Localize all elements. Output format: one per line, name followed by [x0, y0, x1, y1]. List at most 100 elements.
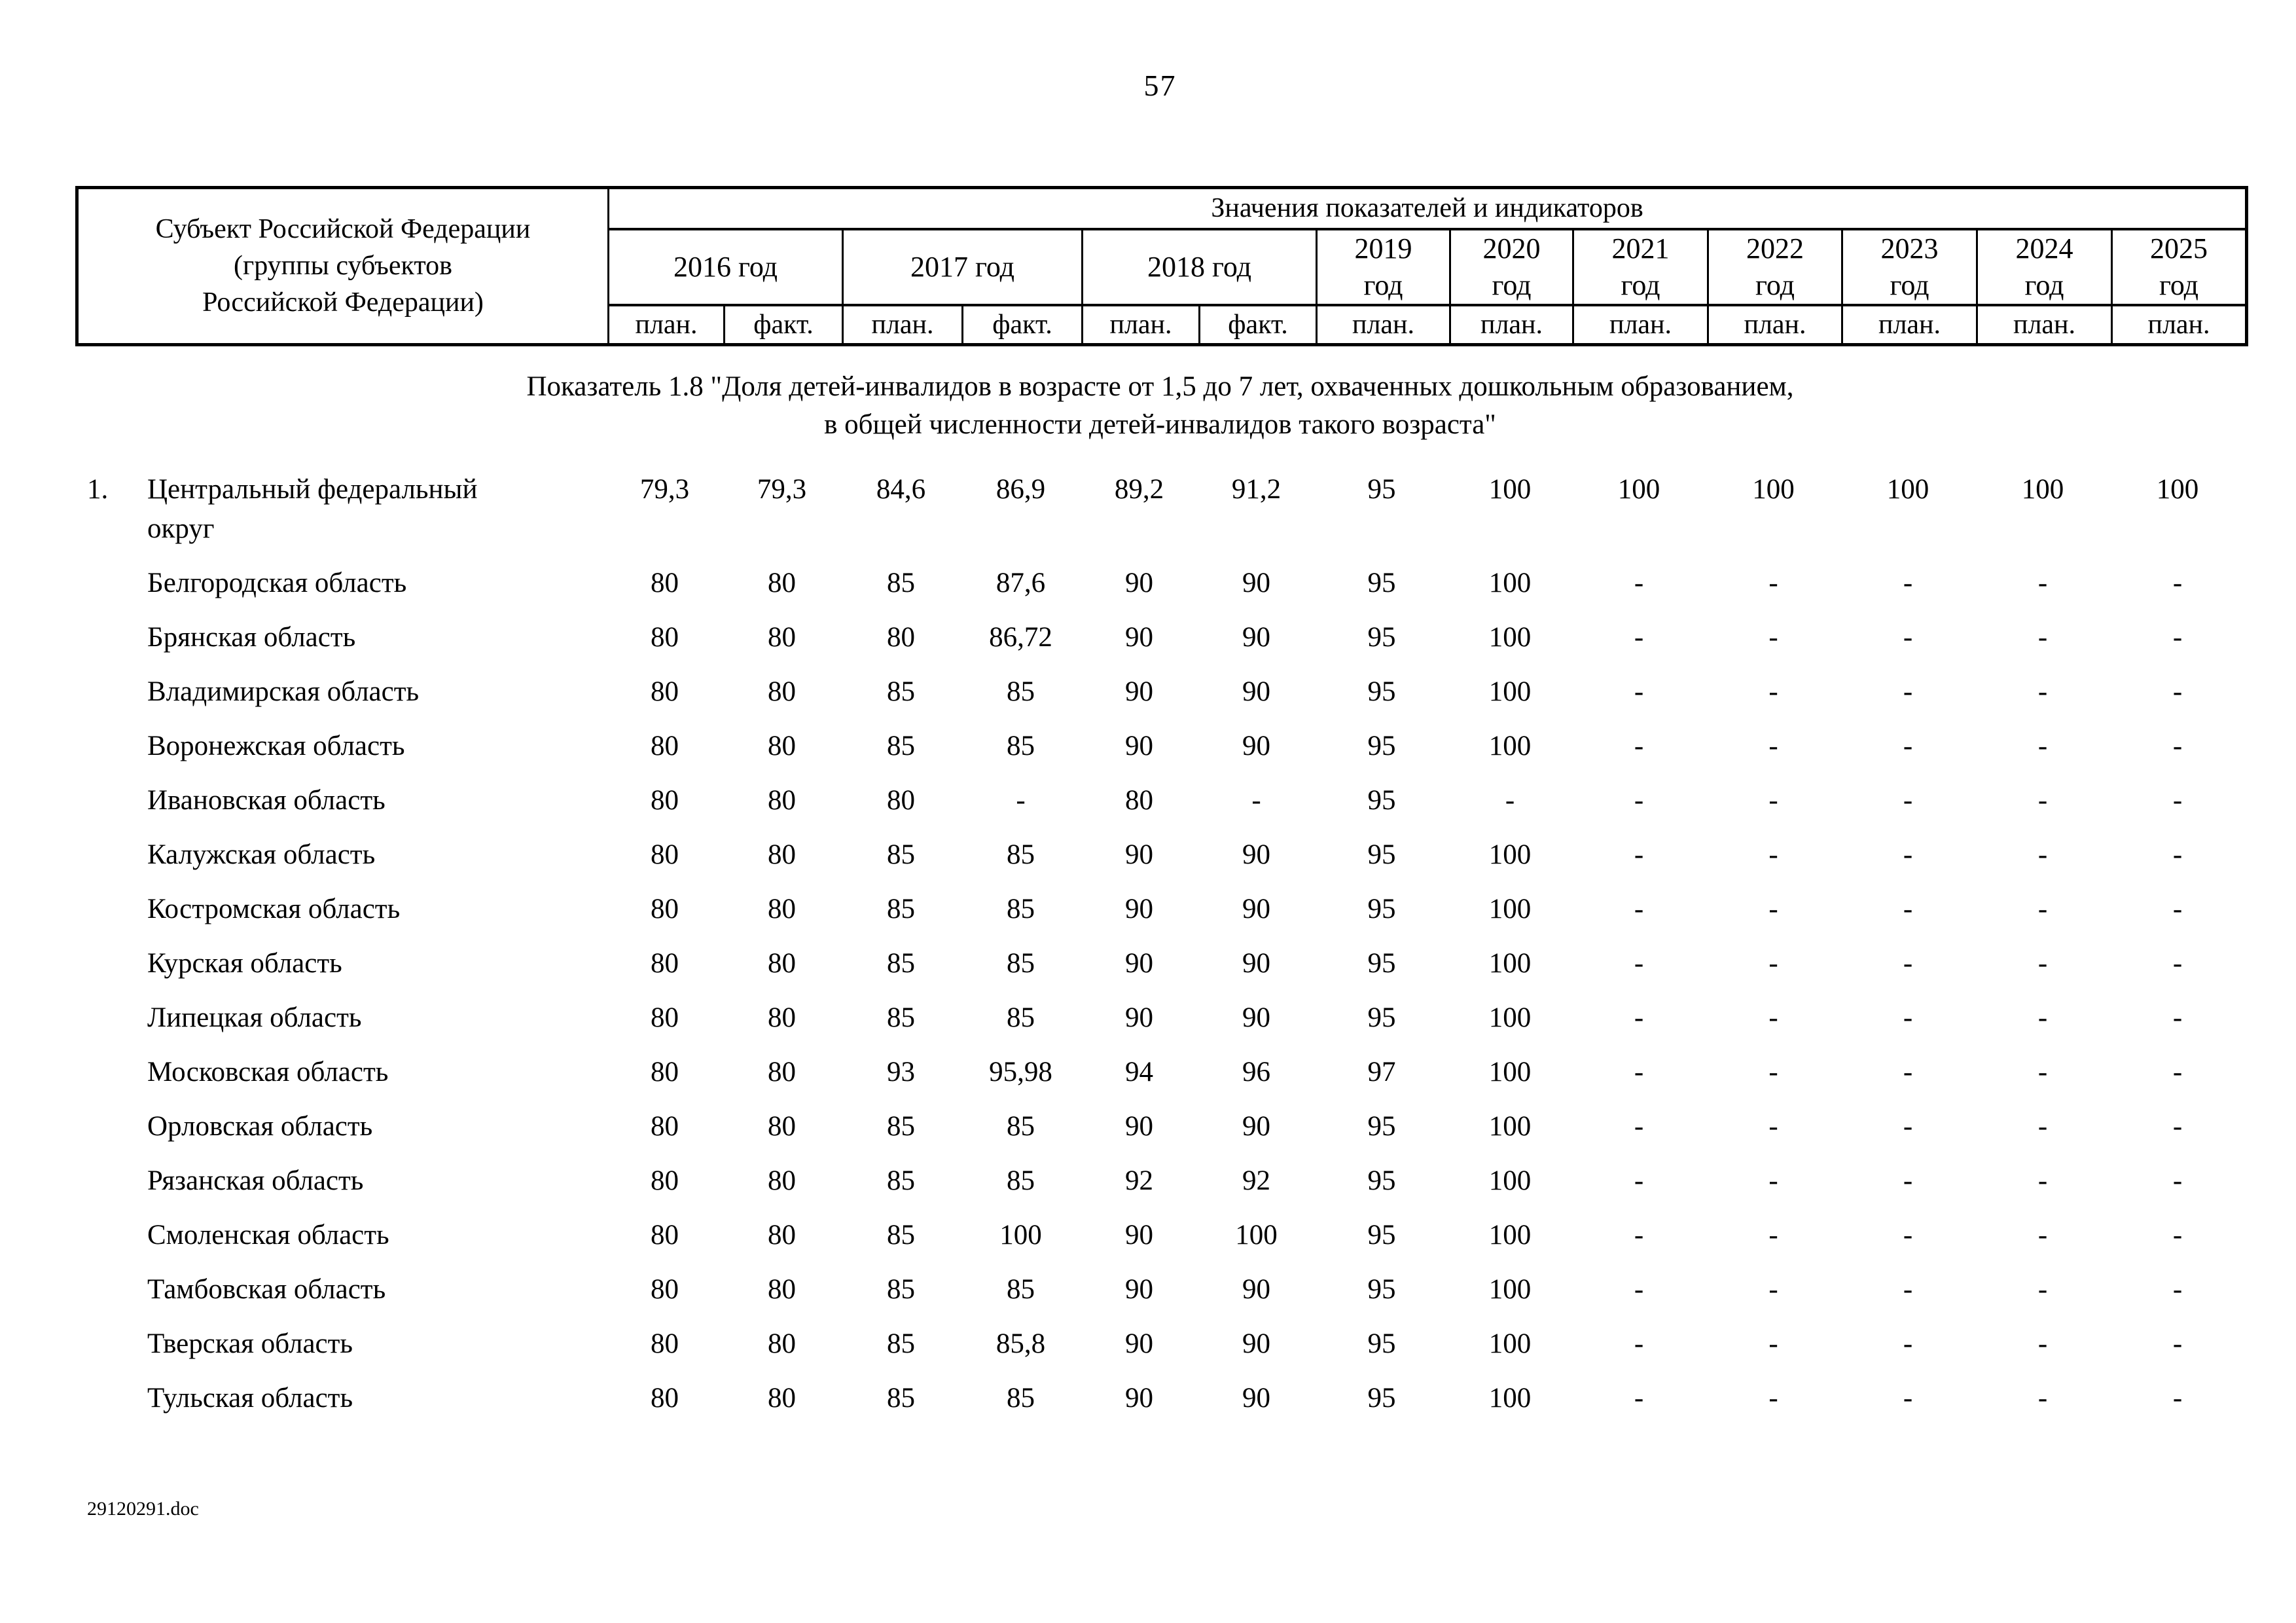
value-cell: 90: [1125, 839, 1153, 870]
value-cell: 90: [1242, 622, 1270, 653]
value-cell: 90: [1242, 1328, 1270, 1359]
region-name-cell: Тверская область: [75, 1324, 607, 1379]
value-cell: -: [2172, 1328, 2183, 1359]
value-cell: -: [1768, 948, 1778, 979]
value-cell: 87,6: [996, 568, 1046, 598]
value-cell: 79,3: [639, 474, 690, 505]
value-cell: -: [2172, 676, 2183, 707]
value-cell: -: [1903, 1328, 1913, 1359]
value-cell: -: [2037, 731, 2048, 761]
value-cell: 100: [2156, 474, 2199, 505]
value-cell: -: [1768, 622, 1778, 653]
plan-fact-header-cell: план.: [1707, 304, 1843, 346]
table-row: Тульская область 80 80 85 85 90 90 95 100 - - - - -: [75, 1379, 2245, 1433]
value-cell: -: [2172, 1057, 2183, 1087]
value-cell: 100: [1617, 474, 1660, 505]
value-cell: -: [2037, 839, 2048, 870]
value-cell: 84,6: [876, 474, 926, 505]
value-cell: 80: [768, 1165, 796, 1196]
value-cell: -: [1016, 785, 1026, 816]
value-cell: 97: [1367, 1057, 1396, 1087]
value-cell: 85: [1007, 1274, 1035, 1305]
table-row: Орловская область 80 80 85 85 90 90 95 100 - - - - -: [75, 1107, 2245, 1161]
value-cell: -: [1634, 731, 1644, 761]
value-cell: -: [1768, 568, 1778, 598]
value-cell: 80: [651, 1220, 679, 1250]
value-cell: -: [2172, 948, 2183, 979]
plan-fact-header-cell: факт.: [961, 304, 1083, 346]
value-cell: -: [2037, 1002, 2048, 1033]
value-cell: 100: [1488, 622, 1532, 653]
value-cell: 80: [768, 894, 796, 924]
value-cell: -: [1903, 568, 1913, 598]
table-row: Рязанская область 80 80 85 85 92 92 95 100 - - - - -: [75, 1161, 2245, 1216]
value-cell: -: [2172, 1383, 2183, 1413]
table-row: Курская область 80 80 85 85 90 90 95 100 - - - - -: [75, 944, 2245, 998]
region-name: Белгородская область: [147, 568, 407, 598]
value-cell: 95: [1367, 676, 1396, 707]
region-name: Владимирская область: [147, 676, 420, 707]
value-cell: 85: [887, 1165, 915, 1196]
region-name: Тамбовская область: [147, 1274, 386, 1305]
subject-header-cell: Субъект Российской Федерации (группы суб…: [76, 187, 609, 346]
value-cell: 95: [1367, 1383, 1396, 1413]
value-cell: 80: [651, 1383, 679, 1413]
value-cell: 95,98: [989, 1057, 1052, 1087]
region-name-cell: Костромская область: [75, 890, 607, 944]
value-cell: 79,3: [757, 474, 807, 505]
value-cell: 92: [1125, 1165, 1153, 1196]
plan-fact-header-cell: план.: [1841, 304, 1978, 346]
value-cell: 85: [1007, 731, 1035, 761]
value-cell: -: [1634, 676, 1644, 707]
value-cell: 95: [1367, 568, 1396, 598]
value-cell: -: [2172, 1165, 2183, 1196]
value-cell: -: [2037, 1383, 2048, 1413]
value-cell: -: [2172, 1274, 2183, 1305]
value-cell: 95: [1367, 1002, 1396, 1033]
value-cell: 85: [1007, 1165, 1035, 1196]
table-row: Смоленская область 80 80 85 100 90 100 95 100 - - -…: [75, 1216, 2245, 1270]
plan-fact-header-cell: план.: [2110, 304, 2248, 346]
value-cell: -: [2172, 731, 2183, 761]
value-cell: 85: [1007, 948, 1035, 979]
value-cell: 90: [1125, 676, 1153, 707]
value-cell: 90: [1242, 1274, 1270, 1305]
value-cell: 100: [1488, 839, 1532, 870]
table-header: Субъект Российской Федерации (группы суб…: [75, 186, 2249, 346]
plan-fact-header-cell: факт.: [1198, 304, 1318, 346]
value-cell: 85: [887, 1383, 915, 1413]
value-cell: 80: [887, 785, 915, 816]
value-cell: 85: [887, 1328, 915, 1359]
value-cell: -: [1903, 622, 1913, 653]
plan-fact-header-cell: план.: [1449, 304, 1574, 346]
region-name-cell: Воронежская область: [75, 727, 607, 781]
table-row: Тверская область 80 80 85 85,8 90 90 95 100 - - - - -: [75, 1324, 2245, 1379]
value-cell: -: [2037, 622, 2048, 653]
value-cell: 90: [1125, 1220, 1153, 1250]
value-cell: -: [1768, 676, 1778, 707]
table-row: Белгородская область 80 80 85 87,6 90 90 95 100 -…: [75, 564, 2245, 618]
table-row: Ивановская область 80 80 80 - 80 - 95 - - - - - -: [75, 781, 2245, 835]
value-cell: 90: [1242, 1111, 1270, 1142]
plan-fact-header-cell: план.: [1976, 304, 2113, 346]
value-cell: -: [1505, 785, 1515, 816]
table-row: Липецкая область 80 80 85 85 90 90 95 100 - - - - -: [75, 998, 2245, 1053]
value-cell: 85: [887, 1002, 915, 1033]
value-cell: 90: [1125, 622, 1153, 653]
value-cell: -: [1768, 1111, 1778, 1142]
region-name: Московская область: [147, 1057, 389, 1087]
value-cell: 80: [768, 731, 796, 761]
value-cell: 80: [651, 1002, 679, 1033]
value-cell: 90: [1125, 1111, 1153, 1142]
value-cell: -: [2037, 1165, 2048, 1196]
value-cell: -: [2037, 568, 2048, 598]
value-cell: -: [1634, 622, 1644, 653]
value-cell: -: [1903, 1002, 1913, 1033]
value-cell: 90: [1242, 948, 1270, 979]
value-cell: 100: [1488, 1002, 1532, 1033]
value-cell: 85: [1007, 839, 1035, 870]
value-cell: 95: [1367, 785, 1396, 816]
plan-fact-header-cell: план.: [607, 304, 725, 346]
value-cell: 85: [887, 568, 915, 598]
value-cell: 100: [1752, 474, 1795, 505]
